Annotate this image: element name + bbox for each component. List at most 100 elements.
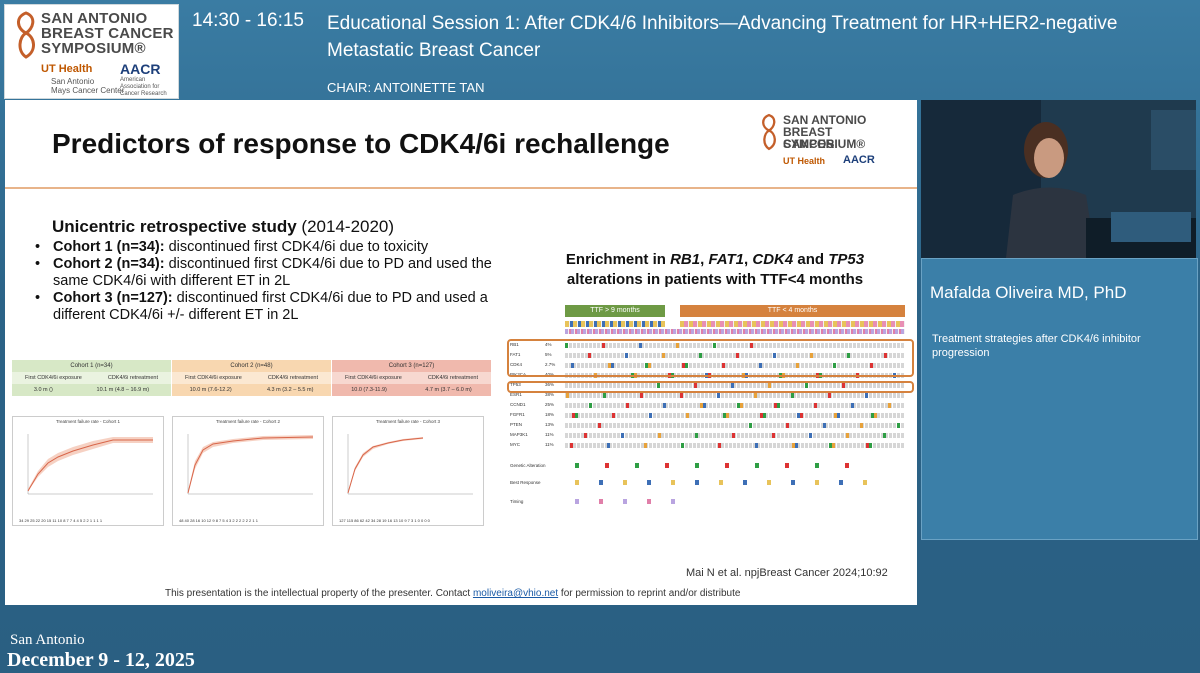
oncoprint-gene-pct: 4% — [545, 342, 552, 347]
oncoprint-alteration-mark — [588, 353, 591, 358]
enrichment-heading: Enrichment in RB1, FAT1, CDK4 and TP53 a… — [565, 251, 865, 288]
oncoprint-alteration-mark — [570, 443, 573, 448]
copyright-notice: This presentation is the intellectual pr… — [165, 588, 740, 599]
oncoprint-alteration-mark — [823, 423, 826, 428]
legend-swatches-3 — [575, 499, 695, 504]
km-plot-2-curve — [187, 434, 314, 495]
oncoprint-alteration-mark — [750, 343, 753, 348]
oncoprint-alteration-mark — [681, 443, 684, 448]
oncoprint-alteration-mark — [897, 423, 900, 428]
oncoprint-alteration-mark — [602, 343, 605, 348]
slide-sabcs-logo: SAN ANTONIO BREAST CANCER SYMPOSIUM® UT … — [753, 110, 883, 182]
contact-email-link[interactable]: moliveira@vhio.net — [472, 588, 559, 599]
oncoprint-alteration-mark — [754, 393, 757, 398]
oncoprint-alteration-mark — [598, 423, 601, 428]
oncoprint-alteration-mark — [723, 413, 726, 418]
slide-ribbon-icon — [762, 113, 776, 151]
oncoprint-gene-pct: 38% — [545, 392, 555, 397]
oncoprint-alteration-mark — [718, 443, 721, 448]
oncoprint-gene-label: FGFR1 — [510, 412, 525, 417]
oncoprint-alteration-mark — [700, 403, 703, 408]
cohort-3-subheaders: First CDK4/6i exposure CDK4/6i retreatmen… — [332, 372, 491, 384]
gene-rb1: RB1 — [670, 251, 701, 268]
cohort-bullets: Cohort 1 (n=34): discontinued first CDK4… — [33, 239, 493, 324]
oncoprint-alteration-mark — [828, 393, 831, 398]
oncoprint-alteration-mark — [717, 393, 720, 398]
best-response-track-left — [565, 321, 665, 327]
oncoprint-gene-label: CCND1 — [510, 402, 526, 407]
oncoprint-gene-label: ESR1 — [510, 392, 522, 397]
oncoprint-alteration-mark — [726, 413, 729, 418]
oncoprint-alteration-mark — [699, 353, 702, 358]
gene-tp53: TP53 — [828, 251, 865, 268]
best-response-track-right — [680, 321, 905, 327]
oncoprint-alteration-mark — [611, 363, 614, 368]
oncoprint-alteration-mark — [608, 363, 611, 368]
oncoprint-gene-label: RB1 — [510, 342, 519, 347]
bullet-1-text: discontinued first CDK4/6i due to toxici… — [164, 239, 429, 255]
cohort-2-col1: First CDK4/6i exposure — [185, 375, 242, 381]
oncoprint-gene-row — [565, 393, 905, 398]
oncoprint-alteration-mark — [603, 393, 606, 398]
event-dates: December 9 - 12, 2025 — [7, 649, 195, 671]
oncoprint-alteration-mark — [874, 413, 877, 418]
oncoprint-gene-row — [565, 383, 905, 388]
oncoprint-alteration-mark — [796, 363, 799, 368]
timing-track — [565, 329, 905, 334]
oncoprint-alteration-mark — [814, 403, 817, 408]
oncoprint-alteration-mark — [685, 363, 688, 368]
oncoprint-gene-row — [565, 353, 905, 358]
cohort-2-subheaders: First CDK4/6i exposure CDK4/6i retreatmen… — [172, 372, 331, 384]
oncoprint-alteration-mark — [786, 423, 789, 428]
oncoprint-alteration-mark — [713, 343, 716, 348]
oncoprint-alteration-mark — [842, 383, 845, 388]
session-chair: CHAIR: ANTOINETTE TAN — [327, 80, 485, 95]
oncoprint-alteration-mark — [736, 353, 739, 358]
km-plot-1-title: Treatment failure rate - Cohort 1 — [55, 419, 121, 424]
oncoprint-alteration-mark — [888, 403, 891, 408]
cohort-3-header: Cohort 3 (n=127) — [332, 360, 491, 372]
speaker-image — [921, 100, 1196, 258]
bullet-2-text: discontinued first CDK4/6i due to PD and… — [53, 256, 492, 289]
cohort-1-column: Cohort 1 (n=34) First CDK4/6i exposure CD… — [12, 360, 171, 408]
km-plot-1-curve — [27, 434, 153, 495]
oncoprint-gene-row — [565, 423, 905, 428]
oncoprint-alteration-mark — [777, 403, 780, 408]
oncoprint-alteration-mark — [851, 403, 854, 408]
oncoprint-alteration-mark — [625, 353, 628, 358]
oncoprint-gene-pct: 18% — [545, 412, 555, 417]
oncoprint-alteration-mark — [755, 443, 758, 448]
oncoprint-alteration-mark — [829, 443, 832, 448]
oncoprint-gene-row — [565, 363, 905, 368]
oncoprint-alteration-mark — [657, 383, 660, 388]
oncoprint-gene-pct: 13% — [545, 422, 555, 427]
oncoprint-alteration-mark — [607, 443, 610, 448]
oncoprint-gene-pct: 11% — [545, 432, 554, 437]
cohort-3-col2: CDK4/6i retreatment — [427, 375, 478, 381]
legend-genetic-alteration: Genetic Alteration — [510, 463, 546, 468]
oncoprint-alteration-mark — [639, 343, 642, 348]
cohort-1-val1: 3.0 m () — [33, 387, 53, 393]
oncoprint-alteration-mark — [837, 413, 840, 418]
oncoprint-alteration-mark — [800, 413, 803, 418]
oncoprint-gene-label: MYC — [510, 442, 520, 447]
study-heading-years: (2014-2020) — [296, 217, 395, 236]
enrichment-pre: Enrichment in — [565, 251, 671, 268]
bullet-2-bold: Cohort 2 (n=34): — [53, 256, 165, 272]
km-plot-1-risk: 34 29 25 22 20 15 11 10 8 7 7 4 4 5 2 2 … — [19, 518, 103, 523]
oncoprint-gene-row — [565, 343, 905, 348]
oncoprint-alteration-mark — [763, 413, 766, 418]
oncoprint-alteration-mark — [833, 363, 836, 368]
ttf-short-tag: TTF < 4 months — [680, 305, 905, 317]
oncoprint-alteration-mark — [795, 443, 798, 448]
highlight-tp53 — [507, 381, 914, 393]
cohort-3-val1: 10.0 (7.3-11.9) — [351, 387, 387, 393]
oncoprint-alteration-mark — [737, 403, 740, 408]
oncoprint-gene-pct: 11% — [545, 442, 554, 447]
oncoprint-gene-label: PIK3CA — [510, 372, 527, 377]
bullet-1-bold: Cohort 1 (n=34): — [53, 239, 165, 255]
oncoprint-alteration-mark — [847, 353, 850, 358]
legend-swatches-1 — [575, 463, 875, 468]
oncoprint-gene-label: MAP3K1 — [510, 432, 528, 437]
oncoprint-alteration-mark — [575, 413, 578, 418]
